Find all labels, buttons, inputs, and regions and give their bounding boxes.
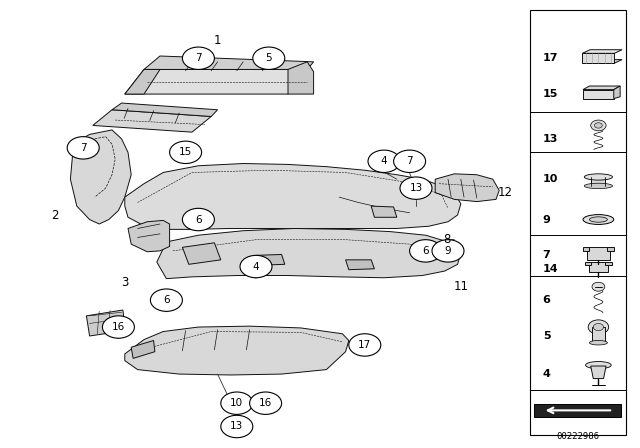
Text: 11: 11 <box>453 280 468 293</box>
Circle shape <box>349 334 381 356</box>
Circle shape <box>595 123 602 128</box>
Polygon shape <box>371 206 397 217</box>
Text: 16: 16 <box>259 398 272 408</box>
Polygon shape <box>583 90 614 99</box>
Circle shape <box>591 120 606 131</box>
Polygon shape <box>288 62 314 94</box>
Polygon shape <box>534 404 621 417</box>
Ellipse shape <box>589 340 607 345</box>
Polygon shape <box>112 103 218 116</box>
Polygon shape <box>582 50 622 53</box>
Polygon shape <box>614 86 620 99</box>
Text: 7: 7 <box>80 143 86 153</box>
Text: 6: 6 <box>543 295 550 305</box>
Text: 6: 6 <box>195 215 202 224</box>
Text: 6: 6 <box>163 295 170 305</box>
Circle shape <box>150 289 182 311</box>
Text: 13: 13 <box>230 422 243 431</box>
Ellipse shape <box>586 362 611 369</box>
Polygon shape <box>585 262 591 265</box>
Circle shape <box>221 415 253 438</box>
Text: 17: 17 <box>358 340 371 350</box>
Circle shape <box>588 320 609 334</box>
Bar <box>530 10 626 435</box>
Text: 12: 12 <box>498 186 513 199</box>
Polygon shape <box>591 177 605 186</box>
Circle shape <box>593 323 604 331</box>
Polygon shape <box>589 262 608 272</box>
Polygon shape <box>605 262 612 265</box>
Ellipse shape <box>584 183 612 189</box>
Polygon shape <box>582 60 622 63</box>
Circle shape <box>394 150 426 172</box>
Circle shape <box>67 137 99 159</box>
Text: 9: 9 <box>543 215 550 224</box>
Polygon shape <box>182 243 221 264</box>
Polygon shape <box>125 326 349 375</box>
Text: 7: 7 <box>543 250 550 260</box>
Polygon shape <box>144 56 314 69</box>
Circle shape <box>250 392 282 414</box>
Circle shape <box>592 282 605 291</box>
Text: 13: 13 <box>543 134 558 144</box>
Polygon shape <box>607 247 614 251</box>
Text: 14: 14 <box>543 264 558 274</box>
Circle shape <box>221 392 253 414</box>
Circle shape <box>253 47 285 69</box>
Text: 4: 4 <box>253 262 259 271</box>
Text: 15: 15 <box>179 147 192 157</box>
Text: 10: 10 <box>543 174 558 184</box>
Text: 1: 1 <box>214 34 221 47</box>
Text: 17: 17 <box>543 53 558 63</box>
Circle shape <box>170 141 202 164</box>
Polygon shape <box>125 164 461 229</box>
Circle shape <box>182 208 214 231</box>
Text: 4: 4 <box>543 369 550 379</box>
Text: 8: 8 <box>443 233 451 246</box>
Circle shape <box>102 316 134 338</box>
Polygon shape <box>435 174 499 202</box>
Polygon shape <box>128 220 170 252</box>
Text: 6: 6 <box>422 246 429 256</box>
Polygon shape <box>157 228 461 279</box>
Circle shape <box>240 255 272 278</box>
Text: 16: 16 <box>112 322 125 332</box>
Circle shape <box>400 177 432 199</box>
Polygon shape <box>70 130 131 224</box>
Polygon shape <box>582 53 614 63</box>
Text: 13: 13 <box>410 183 422 193</box>
Polygon shape <box>93 110 211 132</box>
Ellipse shape <box>584 174 612 180</box>
Polygon shape <box>346 260 374 270</box>
Text: 5: 5 <box>266 53 272 63</box>
Text: 10: 10 <box>230 398 243 408</box>
Polygon shape <box>256 254 285 265</box>
Ellipse shape <box>589 217 607 222</box>
Text: 00222986: 00222986 <box>556 432 600 441</box>
Circle shape <box>410 240 442 262</box>
Circle shape <box>182 47 214 69</box>
Text: 4: 4 <box>381 156 387 166</box>
Text: 3: 3 <box>121 276 129 289</box>
Polygon shape <box>592 327 605 343</box>
Polygon shape <box>587 247 610 260</box>
Polygon shape <box>86 310 125 336</box>
Text: 5: 5 <box>543 331 550 341</box>
Text: 7: 7 <box>406 156 413 166</box>
Polygon shape <box>131 340 155 358</box>
Polygon shape <box>583 86 620 90</box>
Circle shape <box>432 240 464 262</box>
Text: 15: 15 <box>543 89 558 99</box>
Ellipse shape <box>583 215 614 224</box>
Circle shape <box>368 150 400 172</box>
Text: 9: 9 <box>445 246 451 256</box>
Text: 7: 7 <box>195 53 202 63</box>
Polygon shape <box>125 69 307 94</box>
Text: 2: 2 <box>51 208 58 222</box>
Polygon shape <box>591 366 606 379</box>
Polygon shape <box>125 69 160 94</box>
Polygon shape <box>583 247 589 251</box>
